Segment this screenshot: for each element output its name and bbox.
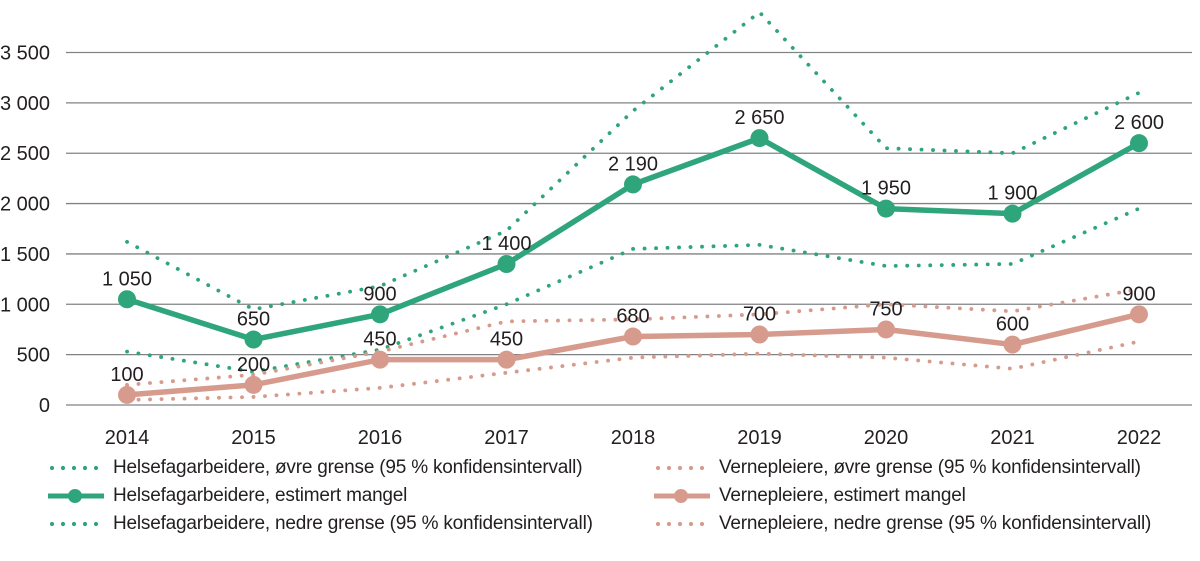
line-chart-canvas: 0 500 1 000 1 500 2 000 2 500 3 000 3 500 2014 20… [0,9,1192,449]
legend-item-vernepleiere-estimert: Vernepleiere, estimert mangel [654,482,1200,510]
legend-item-vernepleiere-nedre: Vernepleiere, nedre grense (95 % konfide… [654,510,1200,538]
legend-dot [60,521,66,527]
data-point-marker [750,325,769,344]
data-point-label: 680 [616,306,649,328]
dotted-line-swatch [655,521,705,527]
legend-dot [699,465,705,471]
data-point-label: 750 [869,298,902,320]
chart-legend: Helsefagarbeidere, øvre grense (95 % kon… [0,450,1200,538]
legend-dot [677,521,683,527]
legend-marker [68,489,82,503]
y-tick-label: 0 [39,395,50,417]
legend-dot [666,465,672,471]
data-point-label: 650 [237,309,270,331]
data-point-label: 900 [363,283,396,305]
y-tick-label: 1 500 [0,244,50,266]
data-point-marker [1003,204,1022,223]
confidence-interval-line [125,287,1141,387]
y-tick-label: 2 000 [0,194,50,216]
data-point-label: 450 [363,329,396,351]
data-point-label: 2 650 [734,107,784,129]
x-tick-label: 2019 [737,427,782,449]
legend-dot [699,521,705,527]
y-tick-label: 3 500 [0,43,50,65]
data-point-label: 100 [110,364,143,386]
legend-dot [49,465,55,471]
legend-dot [49,521,55,527]
data-point-marker [244,330,263,349]
y-tick-label: 2 500 [0,143,50,165]
solid-line-marker-swatch [48,489,104,503]
data-point-marker [244,375,263,394]
data-point-marker [371,350,389,369]
data-point-marker [118,385,136,404]
data-point-marker [624,327,642,346]
x-tick-label: 2022 [1117,427,1162,449]
dotted-line-swatch [49,465,99,471]
data-point-label: 600 [996,314,1029,336]
legend-dot [666,521,672,527]
data-point-label: 900 [1122,283,1155,305]
x-tick-label: 2017 [484,427,529,449]
legend-dot [677,465,683,471]
solid-line-marker-swatch [654,489,710,503]
legend-label: Vernepleiere, nedre grense (95 % konfide… [719,513,1152,534]
data-point-marker [750,129,769,148]
legend-dot [71,465,77,471]
data-point-marker [1003,335,1022,354]
data-point-label: 2 600 [1114,112,1164,134]
data-point-marker [371,305,389,324]
data-point-marker [497,255,516,273]
data-point-marker [877,320,895,339]
legend-label: Vernepleiere, estimert mangel [719,485,966,506]
legend-label: Helsefagarbeidere, øvre grense (95 % kon… [113,457,583,478]
legend-dot [60,465,66,471]
legend-dot [655,521,661,527]
legend-item-vernepleiere-ovre: Vernepleiere, øvre grense (95 % konfiden… [654,454,1200,482]
x-tick-label: 2014 [105,427,150,449]
data-point-label: 1 900 [987,183,1037,205]
legend-dot [655,465,661,471]
data-point-label: 1 400 [481,233,531,255]
legend-dot [82,465,88,471]
y-tick-label: 1 000 [0,294,50,316]
data-point-marker [497,350,516,369]
legend-label: Helsefagarbeidere, estimert mangel [113,485,408,506]
legend-dot [93,521,99,527]
legend-marker [674,489,688,503]
data-point-marker [877,199,895,218]
legend-label: Helsefagarbeidere, nedre grense (95 % ko… [113,513,593,534]
legend-dot [688,521,694,527]
data-point-marker [1130,305,1148,324]
data-point-marker [624,175,642,194]
legend-dot [93,465,99,471]
y-tick-label: 500 [17,345,50,367]
confidence-interval-line [125,339,1141,402]
legend-item-helsefagarbeidere-ovre: Helsefagarbeidere, øvre grense (95 % kon… [48,454,654,482]
legend-dot [82,521,88,527]
data-point-label: 1 050 [102,268,152,290]
data-point-label: 1 950 [861,178,911,200]
legend-label: Vernepleiere, øvre grense (95 % konfiden… [719,457,1141,478]
x-tick-label: 2021 [990,427,1035,449]
data-point-label: 700 [743,304,776,326]
x-tick-label: 2018 [611,427,656,449]
x-tick-label: 2020 [864,427,909,449]
legend-dot [71,521,77,527]
x-tick-label: 2015 [231,427,276,449]
legend-item-helsefagarbeidere-nedre: Helsefagarbeidere, nedre grense (95 % ko… [48,510,654,538]
confidence-interval-line [125,206,1141,374]
dotted-line-swatch [49,521,99,527]
x-tick-label: 2016 [358,427,403,449]
legend-item-helsefagarbeidere-estimert: Helsefagarbeidere, estimert mangel [48,482,654,510]
dotted-line-swatch [655,465,705,471]
data-point-marker [1130,134,1148,153]
y-tick-label: 3 000 [0,93,50,115]
data-point-marker [118,290,136,309]
data-point-label: 200 [237,354,270,376]
data-point-label: 2 190 [608,153,658,175]
legend-dot [688,465,694,471]
data-point-label: 450 [490,329,523,351]
